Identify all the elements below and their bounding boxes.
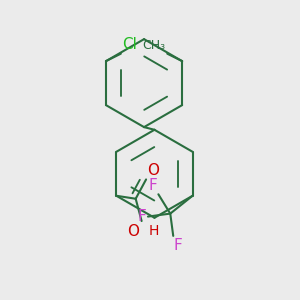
- Text: F: F: [173, 238, 182, 253]
- Text: CH₃: CH₃: [143, 39, 166, 52]
- Text: F: F: [148, 178, 157, 193]
- Text: O: O: [127, 224, 139, 239]
- Text: H: H: [148, 224, 158, 238]
- Text: Cl: Cl: [122, 37, 137, 52]
- Text: F: F: [138, 209, 146, 224]
- Text: O: O: [148, 163, 160, 178]
